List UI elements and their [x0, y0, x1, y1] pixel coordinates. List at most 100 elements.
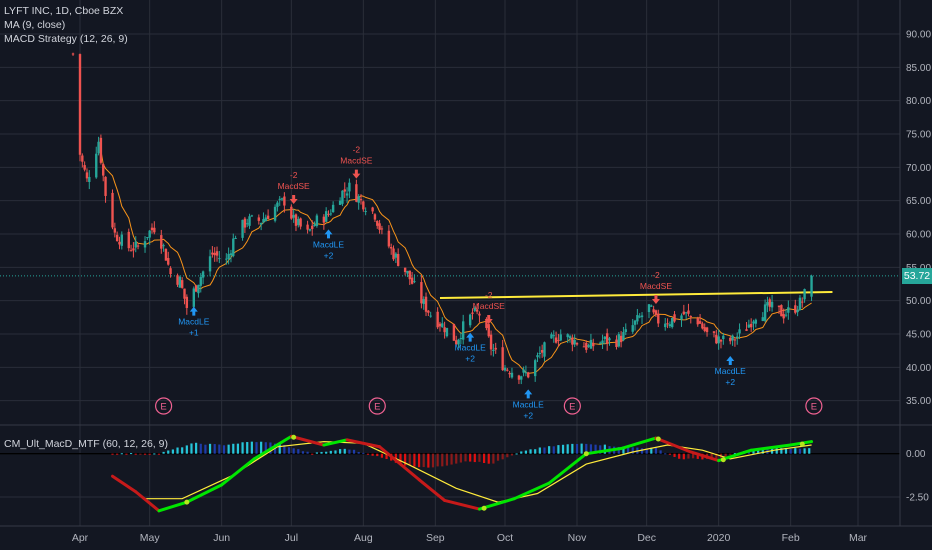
macd-line-segment: [417, 478, 447, 502]
candle-body: [167, 257, 170, 265]
candle-body: [603, 336, 607, 339]
candle-body: [452, 323, 456, 341]
histogram-bar: [492, 453, 495, 464]
legend-ma[interactable]: MA (9, close): [4, 19, 66, 31]
candle-body: [717, 336, 720, 344]
cross-marker: [720, 457, 726, 463]
histogram-bar: [599, 445, 602, 454]
candle-body: [211, 252, 214, 255]
candle-body: [359, 199, 363, 201]
candle-body: [276, 202, 279, 207]
candle-body: [605, 333, 609, 344]
candle-body: [468, 314, 472, 326]
legend-symbol[interactable]: LYFT INC, 1D, Cboe BZX: [4, 5, 124, 17]
sell-signal-arrow: [651, 295, 660, 304]
candle-body: [118, 241, 121, 245]
histogram-bar: [436, 453, 439, 467]
candle-body: [615, 339, 618, 348]
histogram-bar: [501, 453, 504, 460]
candle-body: [406, 271, 409, 274]
macd-line-segment: [252, 434, 293, 461]
buy-signal-arrow: [324, 229, 333, 239]
candle-body: [543, 342, 546, 357]
histogram-bar: [678, 453, 681, 459]
buy-signal-arrow: [189, 306, 198, 316]
histogram-bar: [682, 453, 685, 460]
earnings-marker-label: E: [569, 402, 575, 413]
candle-body: [798, 297, 802, 311]
legend-indicator[interactable]: CM_Ult_MacD_MTF (60, 12, 26, 9): [4, 438, 168, 450]
candle-body: [280, 198, 284, 200]
candle-body: [136, 245, 140, 247]
candle-body: [568, 336, 572, 339]
candle-body: [754, 319, 758, 324]
sell-signal-qty: -2: [353, 145, 361, 155]
histogram-bar: [640, 448, 644, 454]
histogram-bar: [311, 453, 314, 455]
histogram-bar: [631, 447, 634, 454]
candle-body: [422, 299, 425, 305]
candle-body: [420, 282, 423, 304]
histogram-bar: [431, 453, 435, 468]
candle-body: [371, 207, 374, 212]
buy-signal-label: MacdLE: [178, 317, 210, 327]
histogram-bar: [246, 442, 249, 454]
candle-body: [503, 367, 507, 371]
candle-body: [738, 329, 741, 334]
histogram-bar: [752, 450, 755, 454]
macd-line-segment: [749, 443, 793, 452]
candle-body: [729, 337, 732, 342]
candle-body: [111, 192, 114, 228]
candle-body: [102, 164, 105, 176]
candle-body: [259, 222, 263, 225]
candle-body: [698, 321, 702, 324]
candle-body: [292, 215, 295, 218]
histogram-bar: [482, 453, 486, 464]
candle-body: [554, 337, 558, 343]
cross-marker: [291, 434, 297, 440]
cross-marker: [184, 499, 190, 505]
candle-body: [520, 376, 523, 380]
candle-body: [687, 310, 690, 314]
histogram-bar: [199, 443, 202, 454]
candle-body: [705, 327, 709, 333]
candle-body: [250, 215, 254, 217]
candle-body: [441, 323, 444, 328]
candle-body: [83, 165, 86, 170]
histogram-bar: [622, 446, 625, 454]
candle-body: [492, 349, 495, 352]
x-tick-label: Sep: [426, 532, 445, 544]
candle-body: [127, 231, 130, 249]
candle-body: [782, 314, 785, 319]
candle-body: [164, 248, 168, 261]
candle-body: [183, 288, 186, 299]
candle-body: [668, 324, 672, 327]
macd-line-segment: [512, 481, 551, 501]
candle-body: [624, 329, 627, 332]
candle-body: [540, 349, 544, 353]
candle-body: [413, 281, 416, 283]
candle-body: [185, 296, 189, 308]
candle-body: [153, 227, 156, 233]
sell-signal-arrow: [352, 169, 361, 179]
legend-strategy[interactable]: MACD Strategy (12, 26, 9): [4, 33, 128, 45]
candle-body: [787, 307, 790, 313]
candle-body: [527, 372, 530, 378]
histogram-bar: [654, 447, 658, 454]
candle-body: [445, 327, 449, 337]
x-tick-label: Aug: [354, 532, 373, 544]
histogram-bar: [116, 453, 119, 455]
histogram-bar: [264, 442, 267, 454]
candle-body: [461, 321, 465, 340]
candle-body: [232, 238, 235, 257]
candle-body: [459, 338, 463, 340]
candle-body: [631, 325, 634, 332]
histogram-bar: [301, 451, 305, 454]
candle-body: [201, 271, 205, 278]
candle-body: [99, 137, 103, 163]
histogram-bar: [352, 449, 356, 454]
x-tick-label: 2020: [707, 532, 731, 544]
cross-marker: [481, 505, 487, 511]
candle-body: [278, 198, 281, 200]
